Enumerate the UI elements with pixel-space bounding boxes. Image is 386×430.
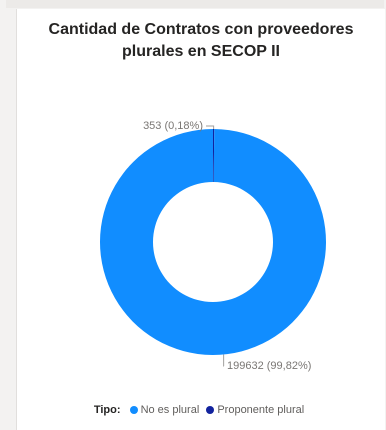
legend-title: Tipo: xyxy=(93,404,121,416)
legend-label-proponente-plural: Proponente plural xyxy=(217,404,305,416)
leader-lines xyxy=(206,125,225,367)
slice-proponente-plural[interactable] xyxy=(213,129,215,183)
legend-dot-no-es-plural xyxy=(129,405,138,414)
chart-title: Cantidad de Contratos con proveedores pl… xyxy=(17,19,385,63)
legend-item-no-es-plural[interactable]: No es plural xyxy=(129,404,203,416)
data-label-no-es-plural: 199632 (99,82%) xyxy=(227,360,311,372)
legend: Tipo: No es plural Proponente plural xyxy=(17,404,385,416)
legend-item-proponente-plural[interactable]: Proponente plural xyxy=(206,404,304,416)
chart-title-line-2: plurales en SECOP II xyxy=(122,43,280,60)
visual-container: Cantidad de Contratos con proveedores pl… xyxy=(6,0,385,430)
legend-label-no-es-plural: No es plural xyxy=(140,404,200,416)
donut-chart: 353 (0,18%) 199632 (99,82%) xyxy=(99,120,326,372)
legend-dot-proponente-plural xyxy=(206,405,215,414)
data-label-proponente-plural: 353 (0,18%) xyxy=(143,120,203,132)
container-top-strip xyxy=(6,0,384,8)
chart-title-line-1: Cantidad de Contratos con proveedores xyxy=(48,21,354,38)
slice-no-es-plural[interactable] xyxy=(99,129,326,355)
donut-slices xyxy=(99,129,326,355)
chart-card[interactable]: Cantidad de Contratos con proveedores pl… xyxy=(16,9,385,430)
leader-line-proponente-plural xyxy=(206,125,215,130)
